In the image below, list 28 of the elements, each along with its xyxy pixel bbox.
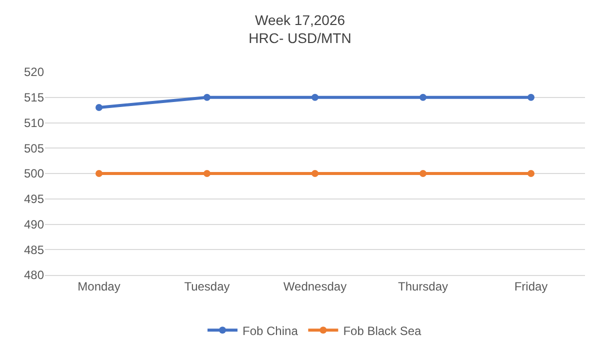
point bbox=[96, 104, 102, 112]
y-tick-label: 495 bbox=[24, 192, 44, 206]
y-tick-label: 505 bbox=[24, 141, 44, 156]
point bbox=[204, 170, 210, 177]
point bbox=[528, 170, 534, 177]
point bbox=[528, 94, 534, 101]
y-tick-label: 480 bbox=[24, 268, 44, 282]
point bbox=[420, 94, 426, 101]
y-tick-label: 485 bbox=[24, 242, 44, 257]
x-tick-label: Tuesday bbox=[184, 279, 230, 294]
point bbox=[312, 94, 318, 101]
x-tick-label: Monday bbox=[78, 279, 120, 294]
point bbox=[204, 94, 210, 101]
point bbox=[420, 170, 426, 177]
legend-label: Fob China bbox=[242, 324, 298, 338]
chart-subtitle: HRC- USD/MTN bbox=[248, 30, 352, 46]
x-tick-label: Wednesday bbox=[283, 279, 347, 294]
point bbox=[312, 170, 318, 177]
chart-title: Week 17,2026 bbox=[254, 12, 346, 28]
y-tick-label: 520 bbox=[24, 65, 44, 80]
legend-label: Fob Black Sea bbox=[343, 324, 422, 338]
x-tick-label: Thursday bbox=[398, 279, 448, 294]
y-tick-label: 510 bbox=[24, 116, 44, 130]
point bbox=[96, 170, 102, 177]
y-tick-label: 500 bbox=[24, 166, 44, 181]
x-tick-label: Friday bbox=[514, 279, 548, 294]
y-tick-label: 490 bbox=[24, 217, 44, 232]
y-tick-label: 515 bbox=[24, 90, 44, 105]
